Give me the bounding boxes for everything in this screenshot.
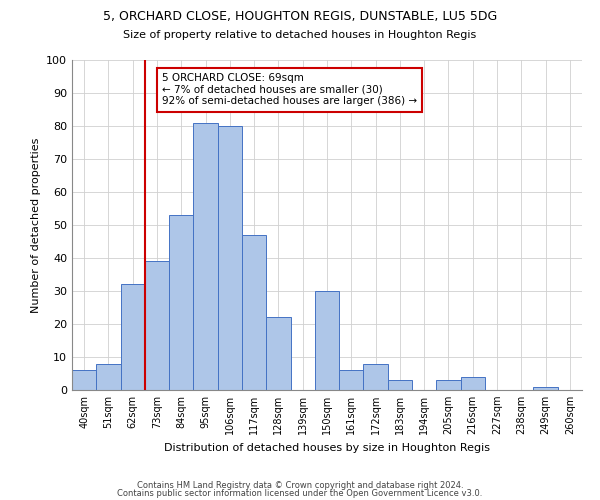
Bar <box>72 370 96 390</box>
Bar <box>193 122 218 390</box>
Bar <box>266 318 290 390</box>
Bar <box>121 284 145 390</box>
Bar <box>218 126 242 390</box>
Text: 5 ORCHARD CLOSE: 69sqm
← 7% of detached houses are smaller (30)
92% of semi-deta: 5 ORCHARD CLOSE: 69sqm ← 7% of detached … <box>162 73 417 106</box>
Text: Size of property relative to detached houses in Houghton Regis: Size of property relative to detached ho… <box>124 30 476 40</box>
Text: Contains HM Land Registry data © Crown copyright and database right 2024.: Contains HM Land Registry data © Crown c… <box>137 481 463 490</box>
Bar <box>388 380 412 390</box>
Text: Contains public sector information licensed under the Open Government Licence v3: Contains public sector information licen… <box>118 488 482 498</box>
Y-axis label: Number of detached properties: Number of detached properties <box>31 138 41 312</box>
Bar <box>315 291 339 390</box>
Bar <box>96 364 121 390</box>
Text: 5, ORCHARD CLOSE, HOUGHTON REGIS, DUNSTABLE, LU5 5DG: 5, ORCHARD CLOSE, HOUGHTON REGIS, DUNSTA… <box>103 10 497 23</box>
Bar <box>364 364 388 390</box>
Bar <box>242 235 266 390</box>
Bar <box>436 380 461 390</box>
X-axis label: Distribution of detached houses by size in Houghton Regis: Distribution of detached houses by size … <box>164 442 490 452</box>
Bar <box>169 215 193 390</box>
Bar <box>339 370 364 390</box>
Bar <box>461 377 485 390</box>
Bar <box>533 386 558 390</box>
Bar <box>145 262 169 390</box>
